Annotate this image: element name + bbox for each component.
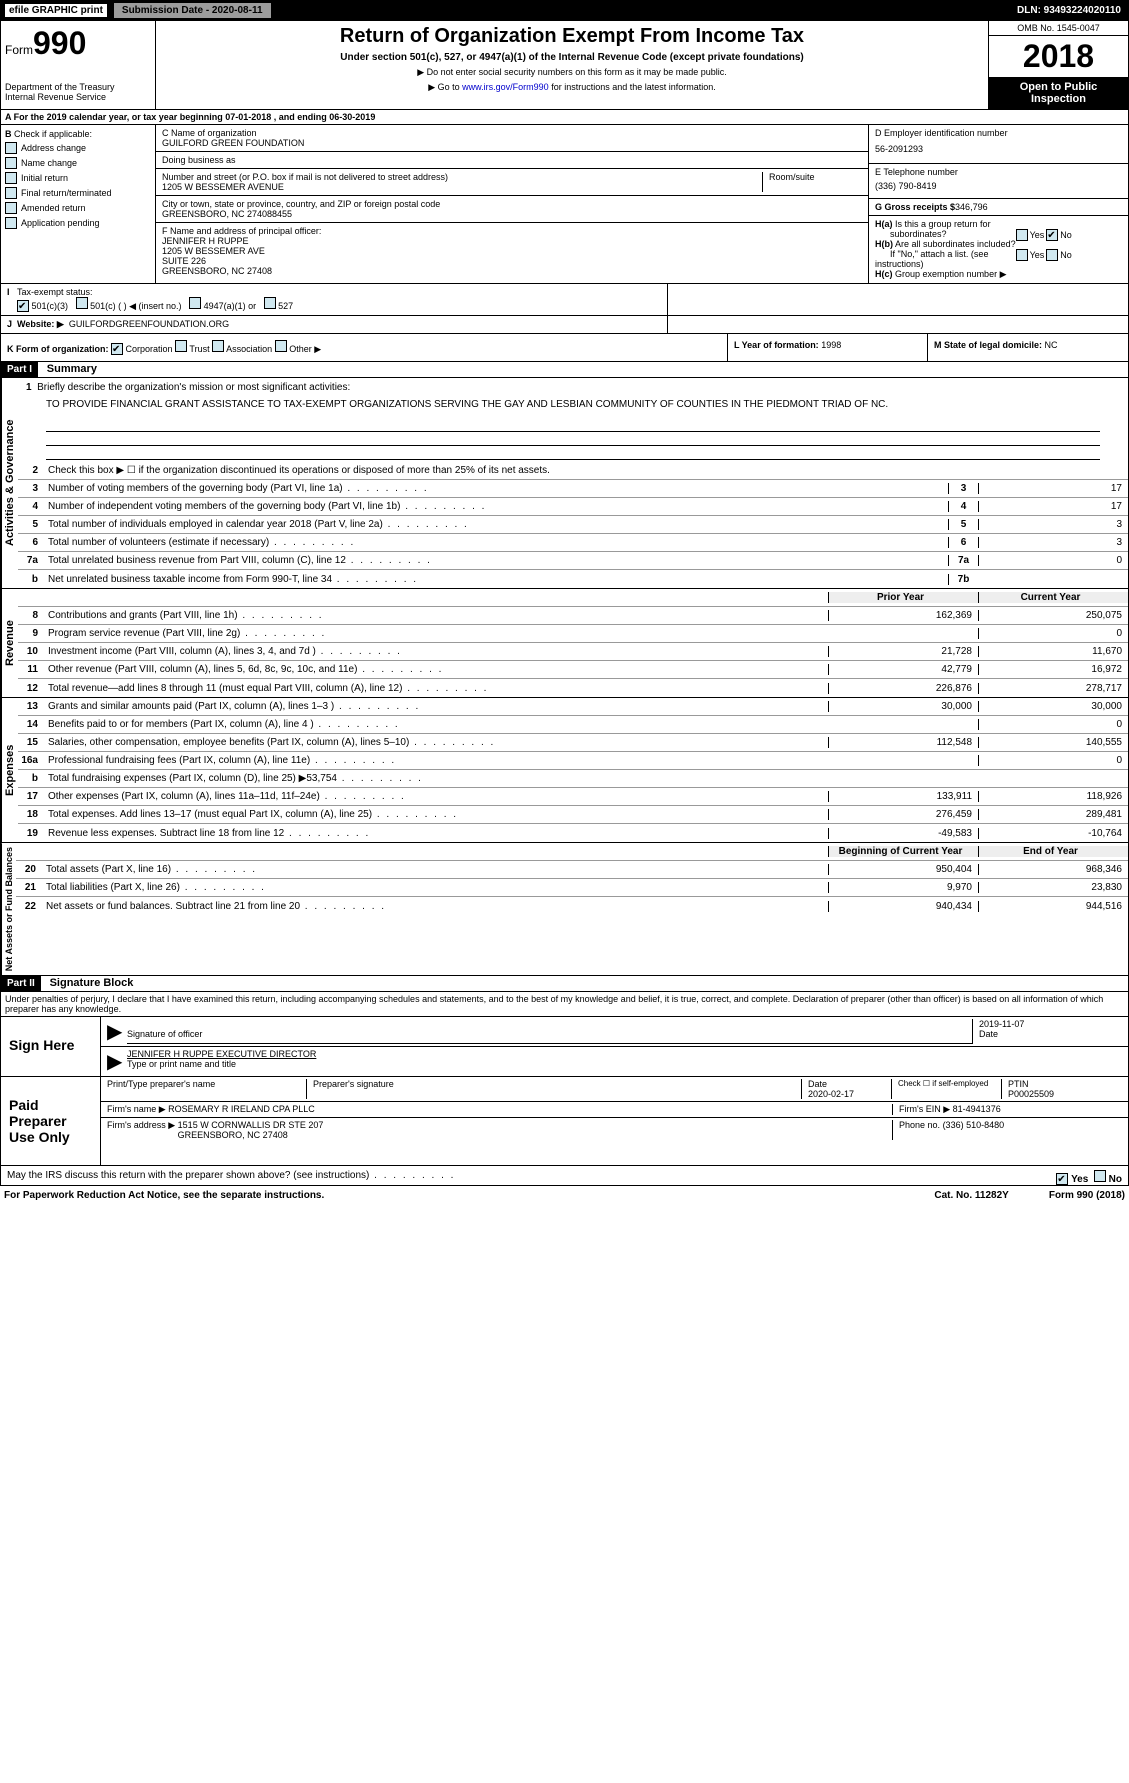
note-ssn: ▶ Do not enter social security numbers o… (160, 67, 984, 78)
cb-pending[interactable] (5, 217, 17, 229)
section-expenses: Expenses 13Grants and similar amounts pa… (0, 698, 1129, 843)
gross-receipts: 346,796 (955, 202, 988, 212)
cb-initial[interactable] (5, 172, 17, 184)
firm-ein: 81-4941376 (953, 1104, 1001, 1114)
room-suite: Room/suite (762, 172, 862, 192)
submission-date: Submission Date - 2020-08-11 (114, 3, 271, 18)
cb-hb-no[interactable] (1046, 249, 1058, 261)
cb-ha-no[interactable] (1046, 229, 1058, 241)
omb-number: OMB No. 1545-0047 (989, 21, 1128, 36)
prep-date: 2020-02-17 (808, 1089, 854, 1099)
line-b: bNet unrelated business taxable income f… (18, 570, 1128, 588)
block-b-c-d: B Check if applicable: Address change Na… (0, 125, 1129, 284)
line-15: 15Salaries, other compensation, employee… (18, 734, 1128, 752)
telephone: (336) 790-8419 (875, 177, 1122, 195)
section-governance: Activities & Governance 1 Briefly descri… (0, 378, 1129, 589)
cb-assoc[interactable] (212, 340, 224, 352)
column-d: D Employer identification number56-20912… (868, 125, 1128, 283)
cb-name-change[interactable] (5, 157, 17, 169)
discuss-row: May the IRS discuss this return with the… (0, 1166, 1129, 1186)
penalty-text: Under penalties of perjury, I declare th… (0, 992, 1129, 1017)
row-a-tax-year: A For the 2019 calendar year, or tax yea… (0, 110, 1129, 125)
column-b: B Check if applicable: Address change Na… (1, 125, 156, 283)
section-net-assets: Net Assets or Fund Balances Beginning of… (0, 843, 1129, 976)
line-10: 10Investment income (Part VIII, column (… (18, 643, 1128, 661)
line-16a: 16aProfessional fundraising fees (Part I… (18, 752, 1128, 770)
topbar: efile GRAPHIC print Submission Date - 20… (0, 0, 1129, 20)
line-4: 4Number of independent voting members of… (18, 498, 1128, 516)
part1-header: Part I Summary (0, 362, 1129, 378)
cb-501c[interactable] (76, 297, 88, 309)
line-7a: 7aTotal unrelated business revenue from … (18, 552, 1128, 570)
row-j: J Website: ▶ GUILFORDGREENFOUNDATION.ORG (0, 316, 1129, 334)
signature-date: 2019-11-07 (979, 1019, 1024, 1029)
cb-address-change[interactable] (5, 142, 17, 154)
website: GUILFORDGREENFOUNDATION.ORG (69, 319, 229, 329)
form-title: Return of Organization Exempt From Incom… (160, 25, 984, 48)
line-b: bTotal fundraising expenses (Part IX, co… (18, 770, 1128, 788)
ein: 56-2091293 (875, 138, 1122, 160)
form-number: 990 (33, 25, 86, 61)
note-link: ▶ Go to www.irs.gov/Form990 for instruct… (160, 82, 984, 93)
ptin: P00025509 (1008, 1089, 1054, 1099)
form-subtitle: Under section 501(c), 527, or 4947(a)(1)… (160, 52, 984, 63)
cb-4947[interactable] (189, 297, 201, 309)
line-13: 13Grants and similar amounts paid (Part … (18, 698, 1128, 716)
street-address: 1205 W BESSEMER AVENUE (162, 182, 762, 192)
cb-final[interactable] (5, 187, 17, 199)
cb-trust[interactable] (175, 340, 187, 352)
part2-header: Part II Signature Block (0, 976, 1129, 992)
cb-other[interactable] (275, 340, 287, 352)
form-header: Form990 Department of the Treasury Inter… (0, 20, 1129, 110)
line-5: 5Total number of individuals employed in… (18, 516, 1128, 534)
efile-badge: efile GRAPHIC print (4, 3, 108, 18)
row-k-l-m: K Form of organization: Corporation Trus… (0, 334, 1129, 362)
principal-officer: JENNIFER H RUPPE 1205 W BESSEMER AVE SUI… (162, 236, 862, 276)
cb-discuss-no[interactable] (1094, 1170, 1106, 1182)
officer-name: JENNIFER H RUPPE EXECUTIVE DIRECTOR (127, 1049, 316, 1059)
sign-here-block: Sign Here ▶ Signature of officer 2019-11… (0, 1017, 1129, 1077)
line-6: 6Total number of volunteers (estimate if… (18, 534, 1128, 552)
paid-preparer-block: Paid Preparer Use Only Print/Type prepar… (0, 1077, 1129, 1166)
line-12: 12Total revenue—add lines 8 through 11 (… (18, 679, 1128, 697)
tax-year: 2018 (989, 36, 1128, 77)
cb-amended[interactable] (5, 202, 17, 214)
line-18: 18Total expenses. Add lines 13–17 (must … (18, 806, 1128, 824)
line-14: 14Benefits paid to or for members (Part … (18, 716, 1128, 734)
open-inspection: Open to Public Inspection (989, 77, 1128, 109)
line-19: 19Revenue less expenses. Subtract line 1… (18, 824, 1128, 842)
state-domicile: NC (1045, 340, 1058, 350)
cb-discuss-yes[interactable] (1056, 1173, 1068, 1185)
line-21: 21Total liabilities (Part X, line 26)9,9… (16, 879, 1128, 897)
firm-name: ROSEMARY R IRELAND CPA PLLC (168, 1104, 315, 1114)
page-footer: For Paperwork Reduction Act Notice, see … (0, 1186, 1129, 1205)
dln: DLN: 93493224020110 (1017, 5, 1129, 16)
line-9: 9Program service revenue (Part VIII, lin… (18, 625, 1128, 643)
line-20: 20Total assets (Part X, line 16)950,4049… (16, 861, 1128, 879)
line-8: 8Contributions and grants (Part VIII, li… (18, 607, 1128, 625)
cb-corp[interactable] (111, 343, 123, 355)
city-state-zip: GREENSBORO, NC 274088455 (162, 209, 862, 219)
row-i: I Tax-exempt status: 501(c)(3) 501(c) ( … (0, 284, 1129, 316)
firm-phone: (336) 510-8480 (943, 1120, 1005, 1130)
department: Department of the Treasury Internal Reve… (5, 82, 151, 102)
mission-text: TO PROVIDE FINANCIAL GRANT ASSISTANCE TO… (18, 397, 1128, 418)
line-17: 17Other expenses (Part IX, column (A), l… (18, 788, 1128, 806)
firm-address: 1515 W CORNWALLIS DR STE 207 GREENSBORO,… (178, 1120, 324, 1140)
cb-hb-yes[interactable] (1016, 249, 1028, 261)
org-name: GUILFORD GREEN FOUNDATION (162, 138, 862, 148)
section-revenue: Revenue Prior YearCurrent Year 8Contribu… (0, 589, 1129, 698)
year-formation: 1998 (821, 340, 841, 350)
cb-501c3[interactable] (17, 300, 29, 312)
column-c: C Name of organizationGUILFORD GREEN FOU… (156, 125, 868, 283)
line-22: 22Net assets or fund balances. Subtract … (16, 897, 1128, 915)
line-3: 3Number of voting members of the governi… (18, 480, 1128, 498)
cb-ha-yes[interactable] (1016, 229, 1028, 241)
cb-527[interactable] (264, 297, 276, 309)
irs-link[interactable]: www.irs.gov/Form990 (462, 82, 549, 92)
form-prefix: Form (5, 43, 33, 57)
line-11: 11Other revenue (Part VIII, column (A), … (18, 661, 1128, 679)
